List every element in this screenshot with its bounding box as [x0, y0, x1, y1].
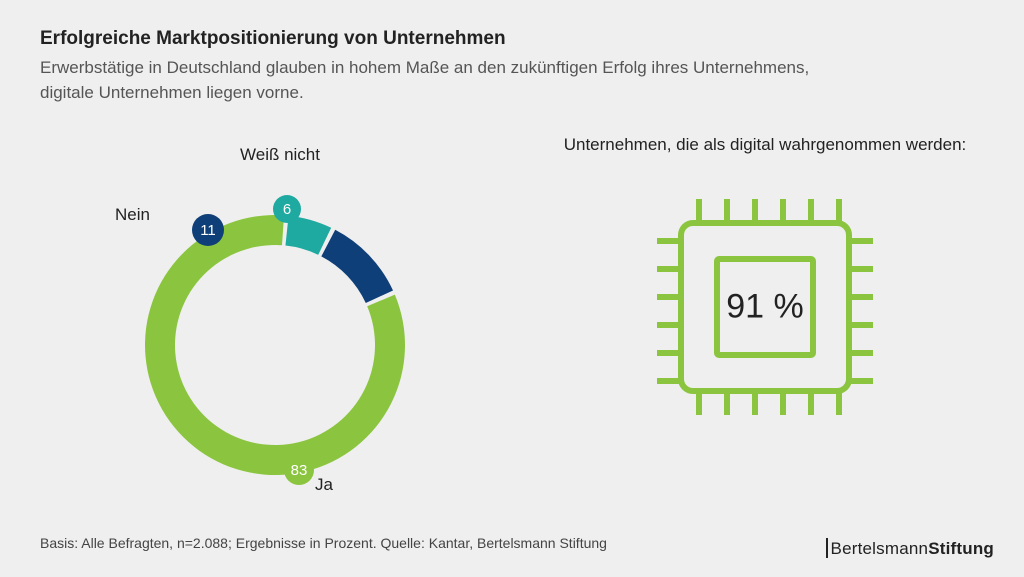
chip-value: 91 %	[726, 288, 804, 327]
page-subtitle: Erwerbstätige in Deutschland glauben in …	[40, 56, 984, 105]
brand-part1: Bertelsmann	[831, 539, 929, 558]
brand-part2: Stiftung	[928, 539, 994, 558]
subtitle-line: digitale Unternehmen liegen vorne.	[40, 83, 304, 102]
donut-label-dontknow: Weiß nicht	[240, 145, 320, 165]
donut-segment-no	[321, 230, 393, 303]
chip-graphic: 91 %	[635, 177, 895, 437]
subtitle-line: Erwerbstätige in Deutschland glauben in …	[40, 58, 809, 77]
brand-logo: BertelsmannStiftung	[826, 538, 994, 559]
page-title: Erfolgreiche Marktpositionierung von Unt…	[40, 28, 984, 50]
brand-bar-icon	[826, 538, 828, 558]
right-panel-title: Unternehmen, die als digital wahrgenomme…	[550, 135, 980, 155]
donut-label-yes: Ja	[315, 475, 333, 495]
footnote: Basis: Alle Befragten, n=2.088; Ergebnis…	[40, 535, 607, 551]
donut-svg	[85, 135, 465, 515]
donut-chart: Weiß nicht6Nein11Ja83	[85, 135, 465, 515]
content-area: Weiß nicht6Nein11Ja83 Unternehmen, die a…	[40, 135, 984, 515]
donut-label-no: Nein	[115, 205, 150, 225]
right-panel: Unternehmen, die als digital wahrgenomme…	[550, 135, 980, 437]
